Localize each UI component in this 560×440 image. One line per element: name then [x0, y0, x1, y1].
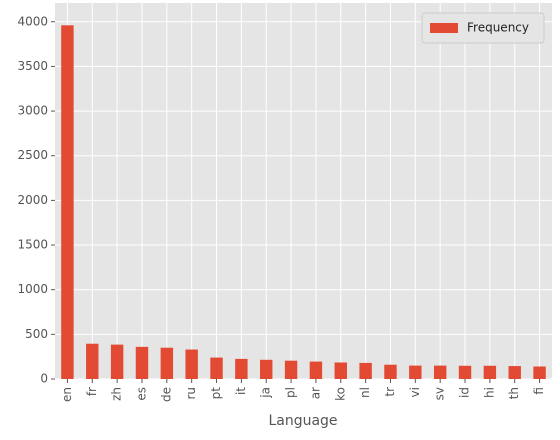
y-tick-label: 1500 [17, 238, 48, 252]
bar [334, 362, 347, 379]
x-tick-label: hi [482, 387, 496, 398]
x-axis-label: Language [268, 413, 337, 429]
bar [458, 365, 472, 379]
bar [110, 344, 124, 379]
y-tick-label: 0 [40, 372, 48, 386]
x-tick-label: fr [85, 387, 99, 396]
bar [260, 359, 273, 379]
x-tick-label: en [60, 387, 74, 402]
bar [210, 357, 223, 379]
x-tick-label: de [159, 387, 173, 402]
bar [508, 366, 521, 379]
x-tick-label: ru [184, 387, 198, 400]
x-tick-label: th [507, 387, 521, 399]
bar [86, 343, 99, 379]
plot-area [55, 3, 552, 379]
x-tick-label: ja [259, 387, 273, 399]
x-tick-label: fi [532, 387, 546, 395]
x-tick-label: nl [358, 387, 372, 398]
x-tick-label: es [134, 387, 148, 401]
bar [160, 347, 174, 379]
grid [55, 3, 552, 380]
y-tick-label: 3000 [17, 104, 48, 118]
y-tick-label: 2000 [17, 193, 48, 207]
bar [61, 25, 74, 380]
x-tick-label: sv [433, 387, 447, 400]
labels: 0 500 1000 1500 2000 2500 3000 3500 4000 en fr zh es… [17, 14, 546, 402]
legend: Frequency [421, 12, 545, 44]
x-tick-label: pl [284, 387, 298, 398]
legend-swatch [430, 23, 458, 33]
x-tick-label: ko [333, 387, 347, 401]
legend-label: Frequency [467, 21, 529, 35]
bar [409, 365, 422, 379]
x-tick-label: tr [383, 387, 397, 397]
x-tick-label: vi [408, 387, 422, 397]
bar [483, 365, 497, 379]
bar [235, 358, 248, 379]
x-tick-label: id [458, 387, 472, 398]
bars [61, 25, 546, 380]
y-tick-label: 500 [25, 327, 48, 341]
x-tick-label: ar [308, 387, 322, 399]
y-tick-label: 4000 [17, 14, 48, 28]
x-tick-label: zh [110, 387, 124, 401]
bar [384, 364, 397, 379]
bar [135, 346, 149, 379]
bar [433, 365, 447, 379]
x-tick-label: pt [209, 387, 223, 400]
bar [284, 360, 298, 379]
y-tick-label: 3500 [17, 59, 48, 73]
y-tick-label: 2500 [17, 148, 48, 162]
bar [309, 361, 323, 379]
bar [359, 362, 372, 379]
bar [185, 349, 198, 379]
x-tick-label: it [234, 387, 248, 395]
bar [533, 366, 546, 379]
legend-box [421, 12, 545, 44]
y-tick-label: 1000 [17, 282, 48, 296]
